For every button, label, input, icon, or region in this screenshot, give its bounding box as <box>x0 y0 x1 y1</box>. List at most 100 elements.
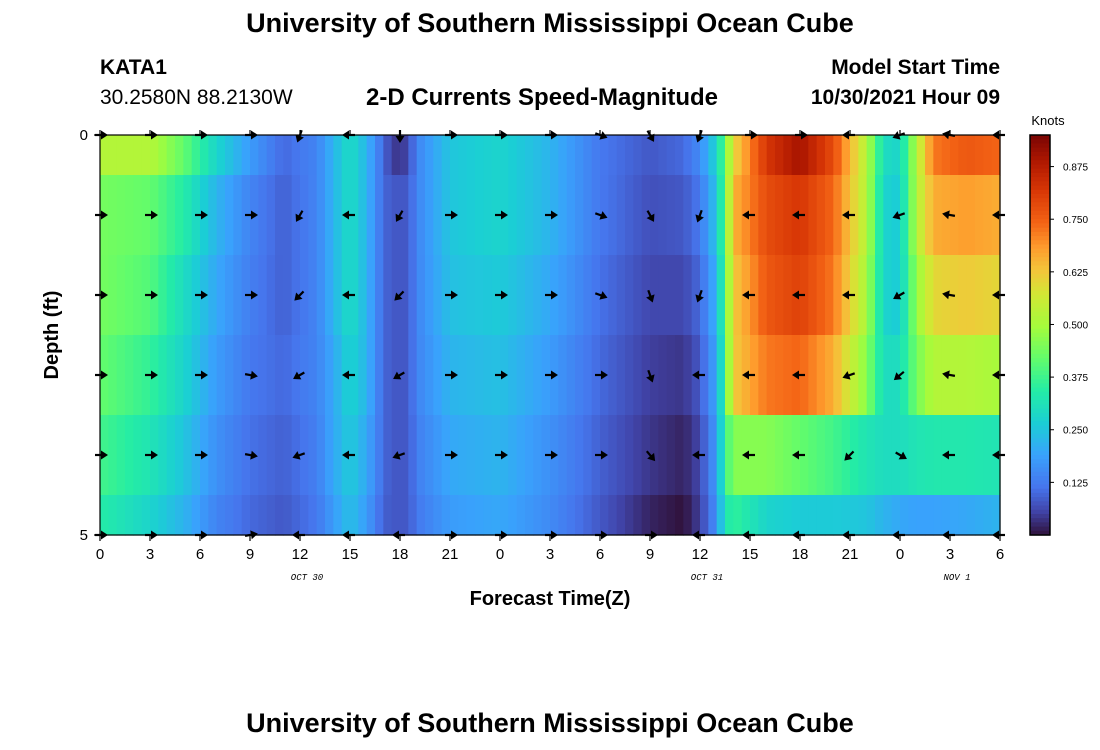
heatmap-cell <box>891 135 901 176</box>
heatmap-cell <box>808 335 818 416</box>
heatmap-cell <box>158 335 168 416</box>
heatmap-cell <box>391 495 401 536</box>
heatmap-cell <box>441 135 451 176</box>
colorbar-segment <box>1030 273 1050 279</box>
current-arrow <box>992 450 1005 460</box>
heatmap-cell <box>325 335 334 416</box>
heatmap-cell <box>983 135 993 176</box>
heatmap-cell <box>300 495 309 536</box>
heatmap-cell <box>583 135 593 176</box>
heatmap-cell <box>416 255 426 336</box>
heatmap-cell <box>175 335 184 416</box>
colorbar-segment <box>1030 164 1050 170</box>
heatmap-cell <box>258 135 268 176</box>
heatmap-cell <box>925 415 934 496</box>
heatmap-cell <box>466 495 476 536</box>
heatmap-cell <box>725 135 734 176</box>
current-arrow <box>892 211 906 220</box>
station-id: KATA1 <box>100 56 167 79</box>
heatmap-cell <box>241 135 251 176</box>
current-arrow <box>445 370 458 380</box>
heatmap-cell <box>916 175 926 256</box>
heatmap-cell <box>116 335 126 416</box>
colorbar-segment <box>1030 143 1050 149</box>
heatmap-cell <box>966 415 976 496</box>
heatmap-cell <box>300 335 309 416</box>
heatmap-cell <box>166 135 176 176</box>
current-arrow <box>244 450 258 460</box>
heatmap-cell <box>808 175 818 256</box>
heatmap-cell <box>900 335 909 416</box>
colorbar-segment <box>1030 463 1050 469</box>
heatmap-cell <box>300 135 309 176</box>
colorbar-segment <box>1030 526 1050 532</box>
heatmap-cell <box>375 335 384 416</box>
heatmap-cell <box>516 255 526 336</box>
heatmap-cell <box>900 135 909 176</box>
x-tick-label: 6 <box>596 546 604 563</box>
heatmap-cell <box>716 415 726 496</box>
heatmap-cell <box>875 495 884 536</box>
heatmap-cell <box>950 495 959 536</box>
heatmap-cell <box>700 135 709 176</box>
x-tick-label: 18 <box>392 546 409 563</box>
heatmap-cell <box>358 415 368 496</box>
current-arrow <box>145 370 158 380</box>
heatmap-cell <box>375 495 384 536</box>
heatmap-cell <box>525 255 534 336</box>
heatmap-cell <box>608 255 618 336</box>
colorbar-segment <box>1030 244 1050 250</box>
heatmap-cell <box>575 335 584 416</box>
heatmap-cell <box>283 135 293 176</box>
y-tick-label: 5 <box>80 527 88 544</box>
heatmap-cell <box>208 175 218 256</box>
heatmap-cell <box>233 175 243 256</box>
heatmap-cell <box>158 175 168 256</box>
current-arrow <box>992 210 1005 220</box>
heatmap-cell <box>225 415 234 496</box>
heatmap-cell <box>433 495 443 536</box>
heatmap-cell <box>233 415 243 496</box>
current-arrow <box>594 291 608 300</box>
heatmap-cell <box>733 255 743 336</box>
heatmap-cell <box>233 335 243 416</box>
current-arrow <box>292 451 306 460</box>
heatmap-cell <box>483 255 493 336</box>
colorbar-segment <box>1030 168 1050 174</box>
heatmap-cell <box>775 335 784 416</box>
current-arrow <box>942 210 956 220</box>
heatmap-cell <box>433 415 443 496</box>
heatmap-cell <box>450 135 459 176</box>
heatmap-cell <box>758 175 768 256</box>
heatmap-cell <box>866 175 876 256</box>
heatmap-cell <box>900 255 909 336</box>
heatmap-cell <box>475 495 484 536</box>
heatmap-cell <box>708 255 718 336</box>
colorbar-segment <box>1030 278 1050 283</box>
heatmap-cell <box>958 175 968 256</box>
current-arrow <box>195 210 208 220</box>
heatmap-cell <box>133 495 143 536</box>
colorbar-segment <box>1030 522 1050 528</box>
heatmap-cell <box>741 495 751 536</box>
heatmap-cell <box>150 135 159 176</box>
heatmap-cell <box>275 495 284 536</box>
colorbar-segment <box>1030 513 1050 519</box>
heatmap-cell <box>858 135 868 176</box>
heatmap-cell <box>716 335 726 416</box>
heatmap-cell <box>691 135 701 176</box>
heatmap-cell <box>783 175 793 256</box>
station-location: 30.2580N 88.2130W <box>100 86 293 109</box>
heatmap-cell <box>858 335 868 416</box>
colorbar-segment <box>1030 282 1050 288</box>
heatmap-cell <box>133 175 143 256</box>
colorbar-segment <box>1030 202 1050 208</box>
colorbar-units-label: Knots <box>1031 113 1065 128</box>
heatmap-cell <box>666 175 676 256</box>
heatmap-cell <box>783 135 793 176</box>
x-tick-label: 12 <box>692 546 709 563</box>
heatmap-cell <box>358 135 368 176</box>
heatmap-cell <box>716 495 726 536</box>
heatmap-cell <box>666 495 676 536</box>
heatmap-cell <box>108 255 118 336</box>
